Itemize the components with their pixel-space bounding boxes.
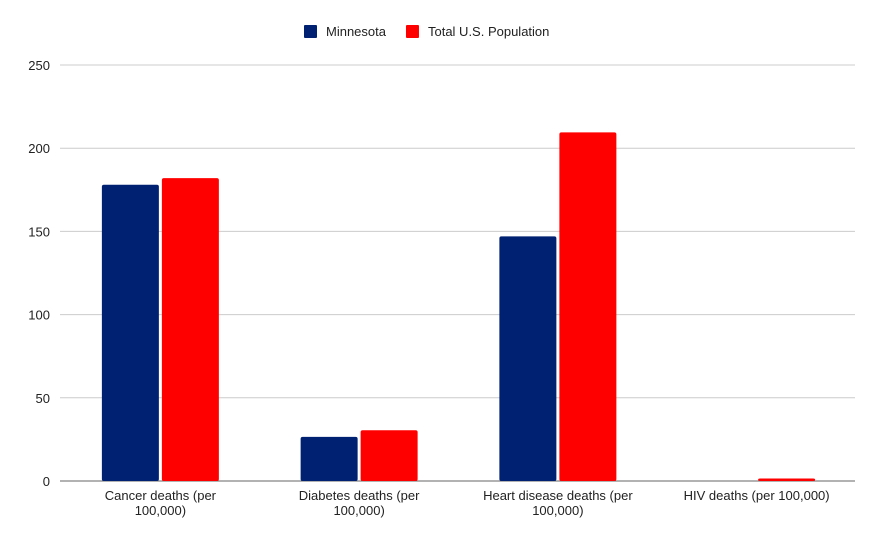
y-tick-label: 250: [28, 58, 50, 73]
y-tick-label: 0: [43, 474, 50, 489]
y-tick-label: 200: [28, 141, 50, 156]
bar-total-u-s-population: [161, 178, 219, 482]
bar-minnesota: [300, 436, 358, 481]
bar-total-u-s-population: [758, 478, 816, 481]
x-tick-label: 100,000): [333, 503, 384, 518]
legend-swatch: [304, 25, 317, 38]
x-tick-label: Diabetes deaths (per: [299, 488, 420, 503]
bar-minnesota: [101, 184, 159, 482]
x-tick-label: 100,000): [135, 503, 186, 518]
bar-minnesota: [499, 236, 557, 481]
y-tick-label: 100: [28, 308, 50, 323]
bar-total-u-s-population: [360, 430, 418, 481]
y-tick-label: 150: [28, 224, 50, 239]
legend-swatch: [405, 25, 419, 38]
legend-label: Total U.S. Population: [428, 24, 549, 39]
x-tick-label: 100,000): [532, 503, 583, 518]
y-tick-label: 50: [36, 391, 50, 406]
legend-label: Minnesota: [326, 24, 387, 39]
x-tick-label: HIV deaths (per 100,000): [684, 488, 830, 503]
x-tick-label: Heart disease deaths (per: [483, 488, 633, 503]
x-tick-label: Cancer deaths (per: [105, 488, 217, 503]
bar-total-u-s-population: [559, 132, 617, 481]
